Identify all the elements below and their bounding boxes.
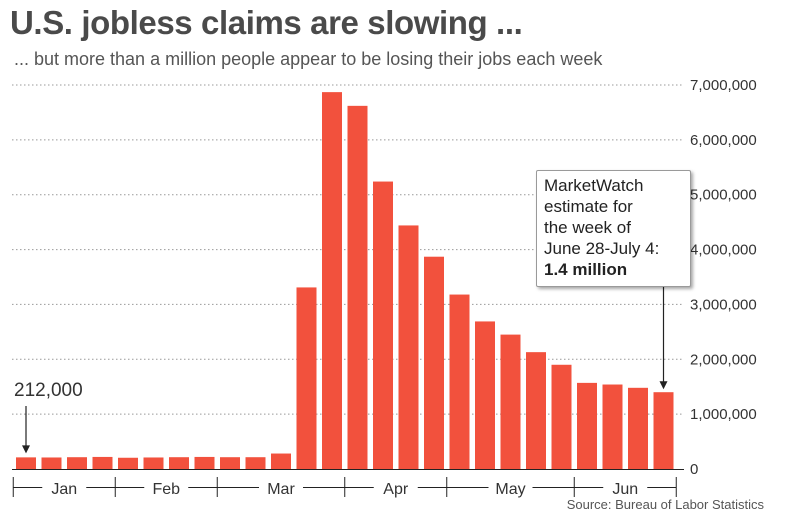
callout-line-1: MarketWatch xyxy=(544,176,644,195)
y-tick-label: 6,000,000 xyxy=(690,132,757,149)
bar-week-1 xyxy=(16,457,36,469)
month-label-feb: Feb xyxy=(152,481,180,498)
month-label-mar: Mar xyxy=(267,481,295,498)
bar-week-14 xyxy=(347,105,368,470)
y-tick-label: 2,000,000 xyxy=(690,351,757,368)
source-note: Source: Bureau of Labor Statistics xyxy=(564,497,766,512)
bar-week-9 xyxy=(220,457,240,469)
bar-week-10 xyxy=(245,457,266,469)
bar-week-2 xyxy=(41,457,62,469)
bar-week-3 xyxy=(67,457,87,469)
y-tick-label: 5,000,000 xyxy=(690,187,757,204)
bar-week-6 xyxy=(143,457,164,469)
bar-week-22 xyxy=(551,364,572,469)
chart-subtitle: ... but more than a million people appea… xyxy=(14,49,603,69)
bar-week-7 xyxy=(169,457,189,469)
bar-week-18 xyxy=(449,294,470,469)
bar-week-5 xyxy=(118,457,138,469)
y-tick-label: 7,000,000 xyxy=(690,77,757,94)
bar-week-11 xyxy=(271,453,291,469)
estimate-callout: MarketWatch estimate for the week of Jun… xyxy=(536,170,691,287)
bar-week-15 xyxy=(373,181,393,469)
callout-value: 1.4 million xyxy=(544,260,628,279)
bar-week-12 xyxy=(296,287,317,469)
estimate-arrow-head xyxy=(659,381,668,390)
month-label-apr: Apr xyxy=(383,481,409,498)
bar-week-4 xyxy=(92,456,113,469)
month-label-jun: Jun xyxy=(612,481,638,498)
first-week-annotation: 212,000 xyxy=(14,380,83,401)
bar-week-20 xyxy=(500,334,521,469)
y-tick-label: 3,000,000 xyxy=(690,296,757,313)
callout-line-2: estimate for xyxy=(544,197,633,216)
y-tick-label: 1,000,000 xyxy=(690,406,757,423)
bar-series xyxy=(16,92,674,470)
x-axis: Jan Feb Mar Apr May Jun xyxy=(12,469,684,498)
bar-week-24 xyxy=(602,384,623,469)
bar-week-8 xyxy=(194,456,215,469)
bar-week-16 xyxy=(398,225,419,469)
bar-week-26 xyxy=(653,392,674,469)
chart-title: U.S. jobless claims are slowing ... xyxy=(10,4,523,41)
y-axis: 0 1,000,000 2,000,000 3,000,000 4,000,000 5,0… xyxy=(690,77,757,478)
first-week-arrow-head xyxy=(22,445,30,454)
month-label-jan: Jan xyxy=(51,481,77,498)
bar-week-23 xyxy=(577,382,597,469)
y-tick-label: 0 xyxy=(690,461,698,478)
annotation-arrows xyxy=(22,284,668,454)
bar-week-25 xyxy=(628,387,648,469)
bar-week-21 xyxy=(526,352,546,469)
y-tick-label: 4,000,000 xyxy=(690,242,757,259)
bar-week-17 xyxy=(424,256,444,469)
callout-line-3: the week of xyxy=(544,218,631,237)
callout-line-4: June 28-July 4: xyxy=(544,239,660,258)
bar-week-13 xyxy=(322,92,342,469)
month-label-may: May xyxy=(495,481,525,498)
bar-week-19 xyxy=(475,321,495,469)
